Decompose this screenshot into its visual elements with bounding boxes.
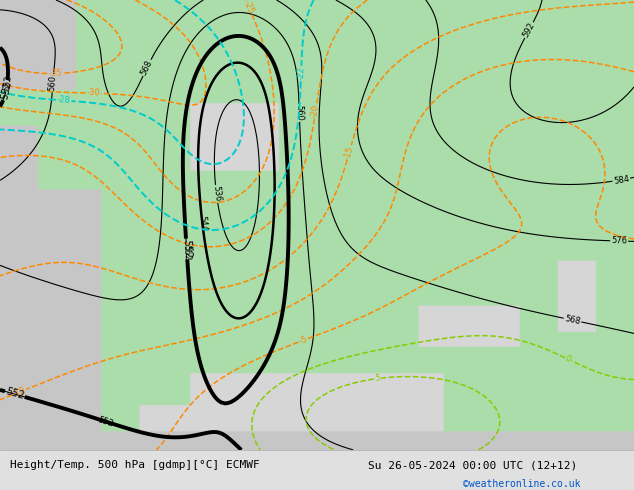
Text: 552: 552 (97, 415, 115, 428)
Text: -28: -28 (56, 96, 71, 105)
Text: 560: 560 (48, 74, 58, 91)
Text: 552: 552 (2, 74, 13, 91)
Text: 0: 0 (564, 354, 573, 365)
Text: 592: 592 (521, 21, 536, 39)
Text: Height/Temp. 500 hPa [gdmp][°C] ECMWF: Height/Temp. 500 hPa [gdmp][°C] ECMWF (10, 460, 259, 470)
Text: -10: -10 (11, 386, 27, 399)
Text: -22: -22 (296, 67, 306, 80)
Text: ©weatheronline.co.uk: ©weatheronline.co.uk (463, 479, 580, 489)
Text: 552: 552 (0, 80, 13, 100)
Text: 5: 5 (374, 374, 380, 383)
Text: 544: 544 (197, 216, 208, 232)
Text: -20: -20 (310, 104, 321, 119)
Text: 576: 576 (611, 236, 627, 246)
Text: Su 26-05-2024 00:00 UTC (12+12): Su 26-05-2024 00:00 UTC (12+12) (368, 460, 577, 470)
Text: 552: 552 (181, 239, 192, 259)
Text: -15: -15 (343, 145, 356, 160)
Text: 568: 568 (139, 59, 155, 77)
Text: -5: -5 (298, 335, 309, 346)
Text: -35: -35 (48, 69, 62, 78)
Text: -30: -30 (86, 88, 100, 98)
Text: -25: -25 (242, 0, 256, 16)
Text: 560: 560 (295, 105, 304, 121)
Text: 584: 584 (612, 174, 630, 186)
Text: 552: 552 (4, 387, 25, 401)
Text: 536: 536 (211, 185, 222, 202)
Text: 568: 568 (564, 314, 581, 326)
Text: 552: 552 (182, 244, 192, 260)
